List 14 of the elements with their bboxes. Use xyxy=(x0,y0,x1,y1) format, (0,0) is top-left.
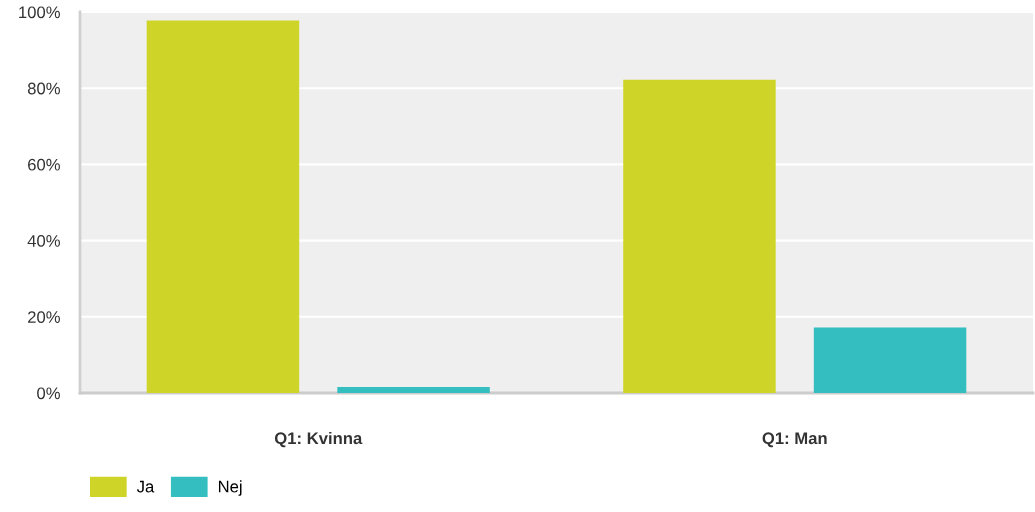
x-tick-label: Q1: Kvinna xyxy=(274,431,363,448)
y-tick-label: 20% xyxy=(28,311,60,323)
bar xyxy=(623,79,776,393)
y-tick-label: 100% xyxy=(19,6,60,19)
y-tick-label: 60% xyxy=(28,158,60,171)
bar xyxy=(337,386,490,393)
y-tick-label: 80% xyxy=(27,82,60,95)
bar xyxy=(813,327,967,393)
y-tick-label: 0% xyxy=(37,387,60,400)
bar xyxy=(146,20,300,393)
legend-label: Ja xyxy=(136,480,155,493)
legend-label: Nej xyxy=(218,480,242,496)
y-tick-label: 40% xyxy=(27,235,60,247)
x-tick-label: Q1: Man xyxy=(762,432,827,448)
